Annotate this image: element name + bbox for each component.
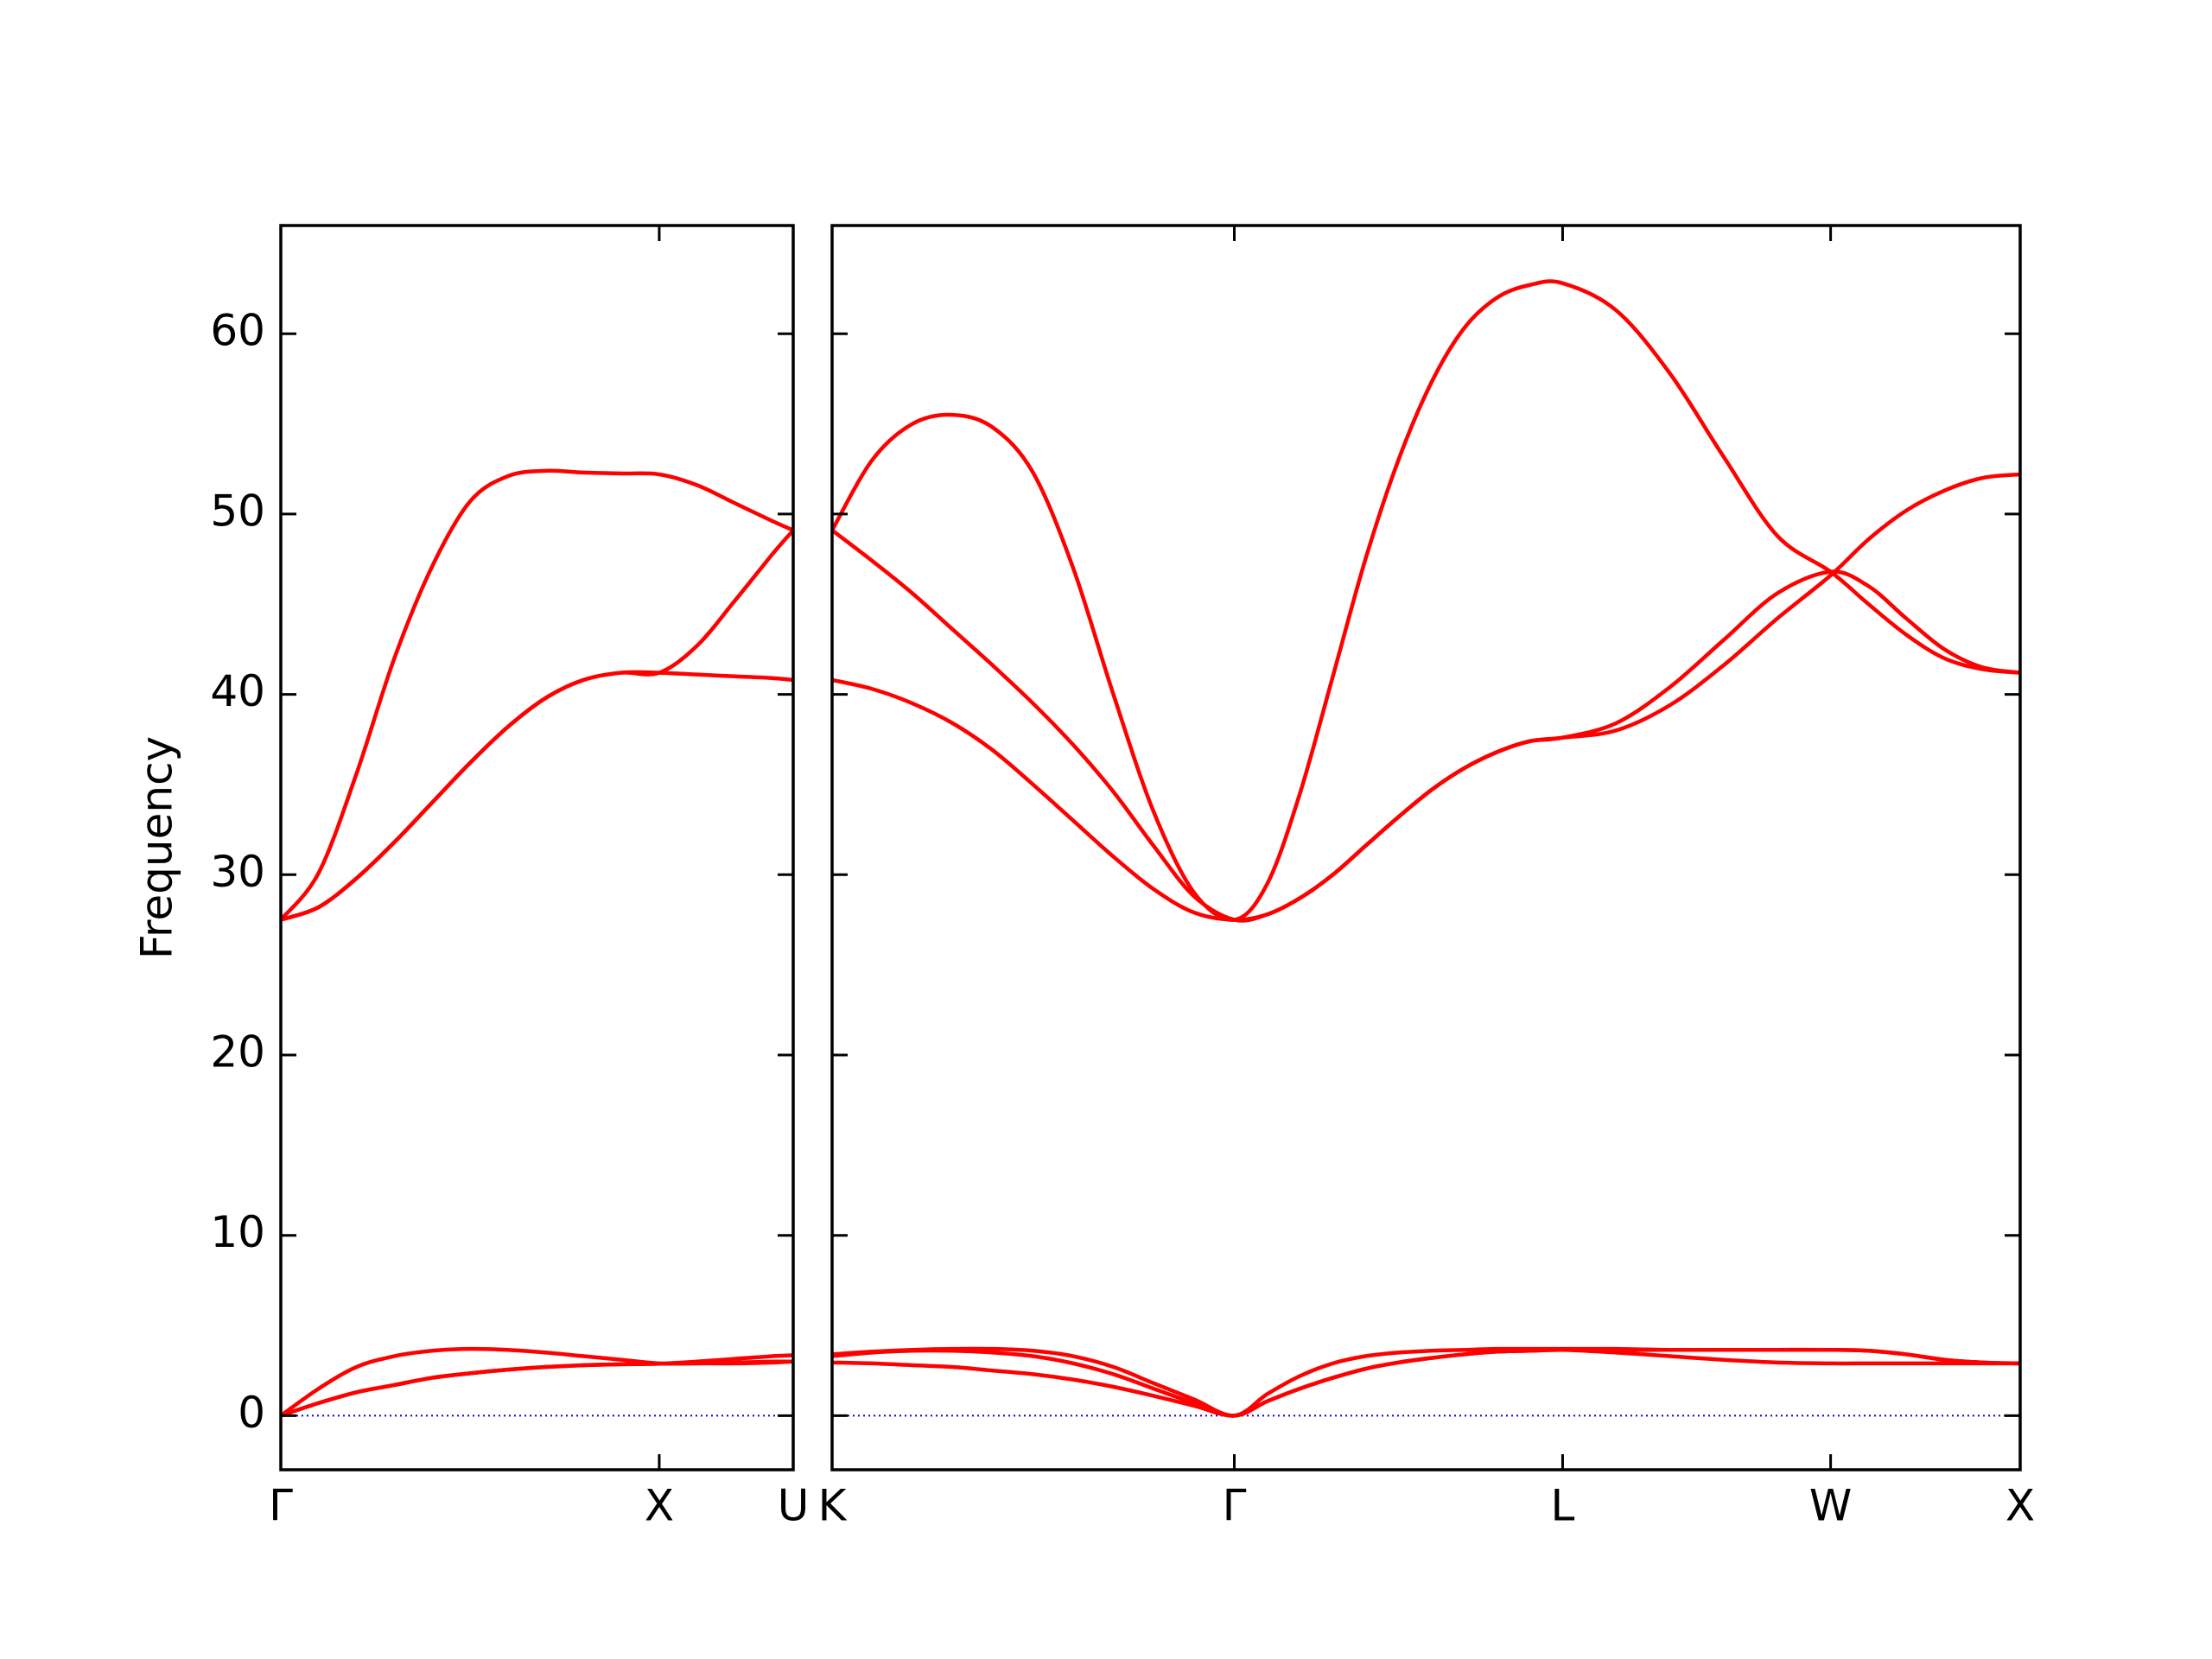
band-line xyxy=(281,529,793,922)
x-tick-label: U xyxy=(778,1481,810,1531)
x-tick-label: X xyxy=(645,1481,674,1531)
y-tick-label: 10 xyxy=(210,1207,265,1257)
y-tick-label: 30 xyxy=(210,847,265,897)
x-tick-label: X xyxy=(2005,1481,2035,1531)
y-axis-label: Frequency xyxy=(132,736,182,959)
band-line xyxy=(832,279,2020,922)
y-tick-label: 0 xyxy=(238,1388,265,1438)
band-line xyxy=(281,468,793,921)
x-tick-label: L xyxy=(1551,1481,1575,1531)
band-line xyxy=(281,1346,793,1418)
x-tick-label: Γ xyxy=(269,1481,293,1531)
plot-area xyxy=(832,279,2020,1418)
band-line xyxy=(832,472,2020,922)
y-tick-label: 20 xyxy=(210,1027,265,1077)
y-tick-label: 50 xyxy=(210,486,265,536)
band-line xyxy=(281,1353,793,1418)
band-line xyxy=(281,670,793,922)
y-tick-label: 60 xyxy=(210,306,265,356)
y-tick-label: 40 xyxy=(210,666,265,716)
x-tick-label: Γ xyxy=(1223,1481,1247,1531)
x-tick-label: K xyxy=(818,1481,848,1531)
band-line xyxy=(832,528,2020,923)
band-line xyxy=(832,1347,2020,1418)
plot-area xyxy=(281,468,793,1418)
band-line xyxy=(281,1359,793,1418)
x-tick-label: W xyxy=(1809,1481,1852,1531)
band-line xyxy=(832,1346,2020,1418)
plot-frame xyxy=(830,224,2022,1471)
plot-frame xyxy=(279,224,795,1471)
